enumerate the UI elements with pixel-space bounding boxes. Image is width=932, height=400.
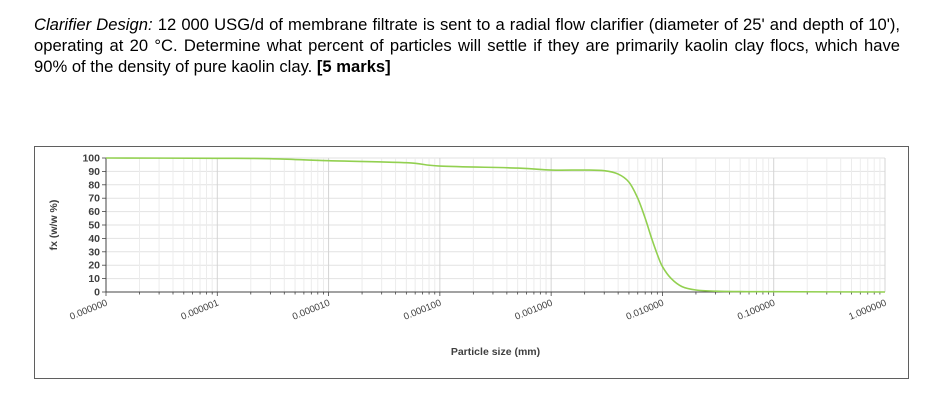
x-tick-label: 0.000100 (402, 298, 443, 323)
x-tick-label: 0.000010 (291, 298, 332, 323)
y-tick-label: 30 (88, 246, 100, 258)
series (105, 157, 886, 293)
y-tick-label: 10 (88, 273, 100, 285)
question-marks: [5 marks] (316, 57, 391, 76)
y-tick-label: 0 (94, 287, 100, 299)
y-axis-title: fx (w/w %) (48, 200, 60, 251)
series-line (105, 157, 886, 293)
x-tick-label: 0.000001 (180, 298, 221, 323)
y-tick-label: 90 (88, 166, 100, 178)
x-tick-label: 0.010000 (625, 298, 666, 323)
x-tick-label: 0.001000 (513, 298, 554, 323)
grid (105, 157, 886, 292)
question-body: 12 000 USG/d of membrane filtrate is sen… (34, 15, 900, 76)
x-tick-label: 1.000000 (847, 298, 888, 323)
y-tick-label: 50 (88, 220, 100, 232)
x-tick-label: 0.100000 (736, 298, 777, 323)
y-tick-label: 20 (88, 260, 100, 272)
question-text: Clarifier Design: 12 000 USG/d of membra… (34, 14, 900, 77)
x-tick-label: 0.000000 (68, 298, 109, 323)
question-lead: Clarifier Design: (34, 15, 153, 34)
y-tick-label: 40 (88, 233, 100, 245)
x-axis-title: Particle size (mm) (451, 346, 540, 358)
y-tick-label: 70 (88, 193, 100, 205)
chart-frame: 0 10 20 30 40 50 60 70 80 90 100 0.000000 0.000001 0.… (34, 146, 909, 379)
axes (102, 157, 885, 296)
y-tick-label: 100 (82, 153, 100, 165)
y-tick-label: 80 (88, 179, 100, 191)
y-tick-label: 60 (88, 206, 100, 218)
